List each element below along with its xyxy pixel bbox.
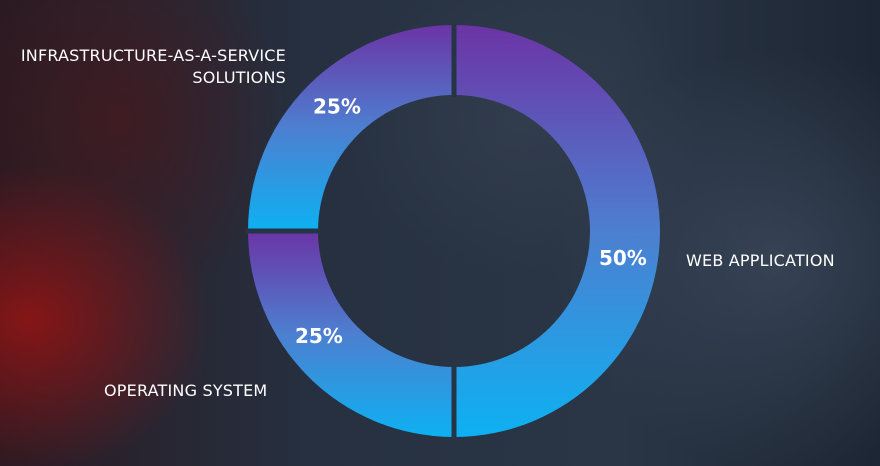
slice-iaas <box>248 25 454 231</box>
label-iaas-line2: SOLUTIONS <box>192 68 286 87</box>
value-label: 25% <box>295 324 343 348</box>
slice-operating-system <box>248 231 454 437</box>
slice-web-application <box>454 25 660 437</box>
value-label: 25% <box>313 94 361 118</box>
label-operating-system: OPERATING SYSTEM <box>104 381 268 400</box>
label-web-application: WEB APPLICATION <box>686 251 835 270</box>
label-iaas: INFRASTRUCTURE-AS-A-SERVICE SOLUTIONS <box>0 45 286 89</box>
value-label: 50% <box>599 246 647 270</box>
label-iaas-line1: INFRASTRUCTURE-AS-A-SERVICE <box>20 46 286 65</box>
